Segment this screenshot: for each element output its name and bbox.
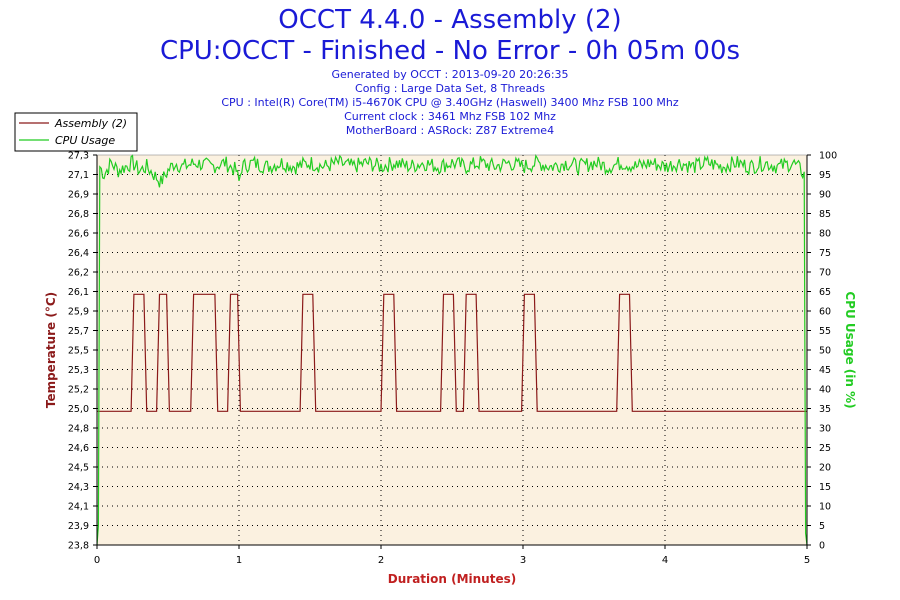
- right-tick-label: 45: [819, 365, 831, 376]
- left-tick-label: 26,1: [68, 287, 89, 298]
- right-tick-label: 55: [819, 326, 831, 337]
- chart-title: OCCT 4.4.0 - Assembly (2): [278, 5, 622, 35]
- left-ticks: 27,3 27,1 26,9 26,8 26,6 26,4 26,2 26,1 25,9 25,7…: [68, 151, 97, 552]
- right-tick-label: 80: [819, 229, 831, 240]
- y-axis-label-right: CPU Usage (in %): [843, 291, 857, 408]
- right-tick-label: 70: [819, 268, 831, 279]
- x-tick-label: 2: [378, 555, 384, 566]
- left-tick-label: 26,9: [68, 190, 89, 201]
- info-clock: Current clock : 3461 Mhz FSB 102 Mhz: [344, 110, 556, 123]
- left-tick-label: 26,2: [68, 268, 89, 279]
- legend: Assembly (2) CPU Usage: [14, 112, 138, 152]
- left-tick-label: 25,2: [68, 385, 89, 396]
- left-tick-label: 24,6: [68, 443, 89, 454]
- left-tick-label: 24,1: [68, 502, 89, 513]
- left-tick-label: 23,8: [68, 541, 89, 552]
- left-tick-label: 25,3: [68, 365, 89, 376]
- legend-label: Assembly (2): [54, 117, 127, 130]
- right-tick-label: 25: [819, 443, 831, 454]
- left-tick-label: 24,8: [68, 424, 89, 435]
- right-tick-label: 30: [819, 424, 831, 435]
- legend-box: [14, 112, 138, 152]
- right-tick-label: 65: [819, 287, 831, 298]
- info-config: Config : Large Data Set, 8 Threads: [355, 82, 545, 95]
- right-tick-label: 95: [819, 170, 831, 181]
- info-motherboard: MotherBoard : ASRock: Z87 Extreme4: [345, 124, 555, 137]
- series-group: [96, 153, 808, 546]
- left-tick-label: 25,0: [68, 404, 89, 415]
- left-tick-label: 25,7: [68, 326, 89, 337]
- right-tick-label: 85: [819, 209, 831, 220]
- y-axis-label-left: Temperature (°C): [44, 292, 58, 408]
- left-tick-label: 26,8: [68, 209, 89, 220]
- x-tick-label: 4: [662, 555, 668, 566]
- grid: [97, 155, 807, 545]
- right-tick-label: 5: [819, 521, 825, 532]
- x-tick-label: 5: [804, 555, 810, 566]
- right-tick-label: 90: [819, 190, 831, 201]
- right-tick-label: 75: [819, 248, 831, 259]
- right-tick-label: 60: [819, 307, 831, 318]
- right-tick-label: 0: [819, 541, 825, 552]
- left-tick-label: 26,6: [68, 229, 89, 240]
- left-tick-label: 25,5: [68, 346, 89, 357]
- temperature-line: [97, 293, 807, 412]
- left-tick-label: 27,1: [68, 170, 89, 181]
- info-generated: Generated by OCCT : 2013-09-20 20:26:35: [331, 68, 569, 81]
- right-tick-label: 100: [819, 151, 837, 162]
- left-tick-label: 27,3: [68, 151, 89, 162]
- right-ticks: 1009590858075706560555045403530252015105…: [807, 151, 837, 552]
- left-tick-label: 25,9: [68, 307, 89, 318]
- right-tick-label: 20: [819, 463, 831, 474]
- right-tick-label: 15: [819, 482, 831, 493]
- left-tick-label: 24,3: [68, 482, 89, 493]
- legend-label: CPU Usage: [55, 134, 115, 147]
- x-tick-label: 3: [520, 555, 526, 566]
- cpu-usage-line: [96, 153, 808, 546]
- right-tick-label: 50: [819, 346, 831, 357]
- left-tick-label: 23,9: [68, 521, 89, 532]
- info-cpu: CPU : Intel(R) Core(TM) i5-4670K CPU @ 3…: [221, 96, 679, 109]
- x-axis-label: Duration (Minutes): [388, 572, 516, 586]
- right-tick-label: 10: [819, 502, 831, 513]
- right-tick-label: 40: [819, 385, 831, 396]
- axes: [96, 154, 808, 546]
- x-tick-label: 0: [94, 555, 100, 566]
- right-tick-label: 35: [819, 404, 831, 415]
- chart-subtitle: CPU:OCCT - Finished - No Error - 0h 05m …: [159, 36, 741, 66]
- left-tick-label: 26,4: [68, 248, 89, 259]
- x-ticks: 0 1 2 3 4 5: [94, 545, 810, 566]
- x-tick-label: 1: [236, 555, 242, 566]
- left-tick-label: 24,5: [68, 463, 89, 474]
